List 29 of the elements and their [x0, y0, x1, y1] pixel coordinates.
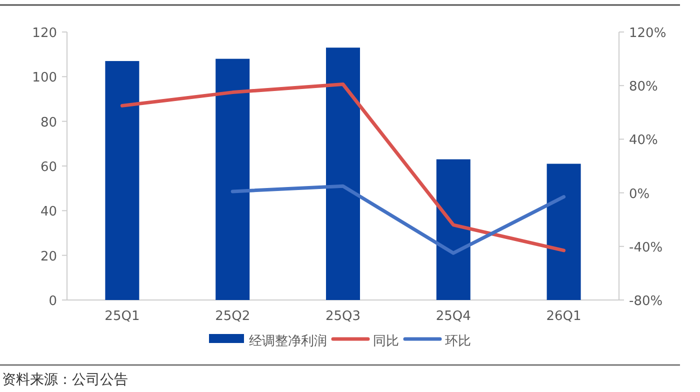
- y2-tick-label: 120%: [629, 26, 666, 41]
- y2-tick-label: -40%: [629, 240, 663, 256]
- x-tick-label: 25Q4: [436, 309, 471, 324]
- bar: [546, 164, 581, 300]
- bar: [105, 61, 140, 300]
- line-series: [120, 82, 566, 252]
- y2-tick-label: 80%: [629, 80, 658, 95]
- x-tick-label: 25Q3: [325, 309, 361, 324]
- line-series: [230, 184, 566, 255]
- bar: [326, 48, 360, 300]
- bar: [436, 159, 470, 300]
- y2-tick-label: 0%: [629, 186, 650, 202]
- x-tick-label: 25Q1: [104, 309, 140, 324]
- x-tick-label: 26Q1: [546, 309, 582, 324]
- y-tick-label: 40: [40, 204, 57, 220]
- text: 资料来源：公司公告: [2, 372, 128, 388]
- y-tick-label: 20: [40, 249, 57, 264]
- bar: [216, 58, 250, 300]
- legend-label: 经调整净利润: [249, 334, 327, 349]
- y-tick-label: 60: [40, 160, 57, 175]
- y-tick-label: 120: [32, 26, 57, 41]
- y-tick-label: 80: [40, 115, 57, 130]
- y2-tick-label: -80%: [629, 294, 663, 309]
- legend-label: 同比: [373, 334, 399, 349]
- legend-label: 环比: [445, 334, 471, 349]
- y-tick-label: 0: [48, 294, 57, 309]
- x-tick-label: 25Q2: [215, 309, 250, 324]
- y2-tick-label: 40%: [629, 133, 658, 148]
- y-tick-label: 100: [32, 70, 57, 86]
